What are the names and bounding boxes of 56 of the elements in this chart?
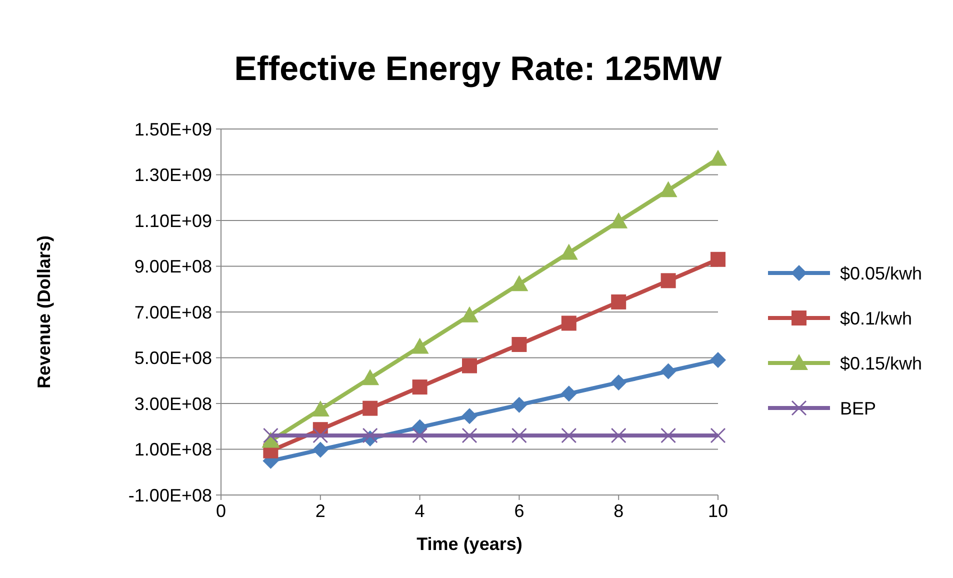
legend-label: $0.15/kwh xyxy=(840,353,922,374)
x-tick-label: 2 xyxy=(315,501,326,521)
point xyxy=(660,363,676,380)
point xyxy=(412,380,428,395)
point xyxy=(460,306,478,322)
point xyxy=(462,408,478,424)
y-tick-label: 5.00E+08 xyxy=(134,348,212,368)
point xyxy=(512,336,527,352)
y-tick-label: 9.00E+08 xyxy=(134,256,212,277)
point xyxy=(312,428,328,444)
point xyxy=(511,396,528,413)
point xyxy=(462,358,477,374)
x-tick-label: 6 xyxy=(514,501,524,521)
point xyxy=(610,374,627,390)
point xyxy=(362,428,378,444)
point xyxy=(611,294,626,310)
x-tick-label: 4 xyxy=(414,501,425,521)
point xyxy=(660,428,676,444)
point xyxy=(462,428,478,444)
x-tick-label: 10 xyxy=(708,501,728,521)
y-tick-label: 1.50E+09 xyxy=(134,119,212,140)
point xyxy=(710,252,726,267)
y-tick-label: 1.10E+09 xyxy=(134,210,212,231)
point xyxy=(511,428,527,444)
point xyxy=(709,150,727,166)
point xyxy=(560,386,577,402)
y-axis-title: Revenue (Dollars) xyxy=(34,235,54,389)
y-tick-label: 7.00E+08 xyxy=(134,302,212,322)
y-tick-label: 1.30E+09 xyxy=(134,165,212,186)
y-tick-label: -1.00E+08 xyxy=(128,485,212,506)
point xyxy=(610,428,626,444)
y-tick-label: 3.00E+08 xyxy=(134,394,212,414)
point xyxy=(412,428,428,444)
point xyxy=(610,212,628,228)
point xyxy=(660,273,676,288)
point xyxy=(561,316,576,331)
legend-label: BEP xyxy=(840,398,876,418)
point xyxy=(710,428,726,444)
point xyxy=(312,442,328,458)
point xyxy=(659,181,678,198)
point xyxy=(510,275,528,292)
point xyxy=(410,338,429,354)
point xyxy=(710,352,726,368)
x-tick-label: 0 xyxy=(216,501,226,521)
legend-label: $0.05/kwh xyxy=(840,263,922,284)
point xyxy=(561,428,577,444)
point xyxy=(361,369,380,386)
point xyxy=(262,428,278,444)
y-tick-label: 1.00E+08 xyxy=(134,440,212,460)
legend-label: $0.1/kwh xyxy=(840,308,912,328)
point xyxy=(362,400,378,416)
chart-title: Effective Energy Rate: 125MW xyxy=(234,50,723,88)
x-tick-label: 8 xyxy=(614,501,624,521)
point xyxy=(311,400,330,416)
x-axis-title: Time (years) xyxy=(416,534,522,554)
point xyxy=(560,244,578,260)
